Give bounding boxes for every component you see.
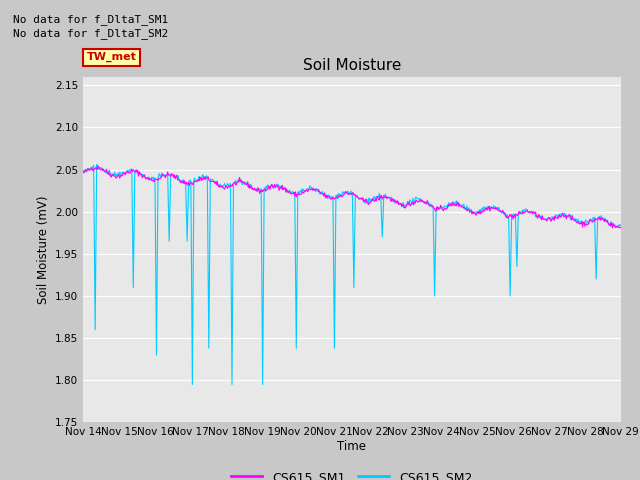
Text: TW_met: TW_met (86, 52, 136, 62)
Legend: CS615_SM1, CS615_SM2: CS615_SM1, CS615_SM2 (226, 466, 478, 480)
Text: No data for f_DltaT_SM2: No data for f_DltaT_SM2 (13, 28, 168, 39)
Y-axis label: Soil Moisture (mV): Soil Moisture (mV) (36, 195, 49, 304)
X-axis label: Time: Time (337, 440, 367, 453)
Title: Soil Moisture: Soil Moisture (303, 58, 401, 73)
Text: No data for f_DltaT_SM1: No data for f_DltaT_SM1 (13, 13, 168, 24)
